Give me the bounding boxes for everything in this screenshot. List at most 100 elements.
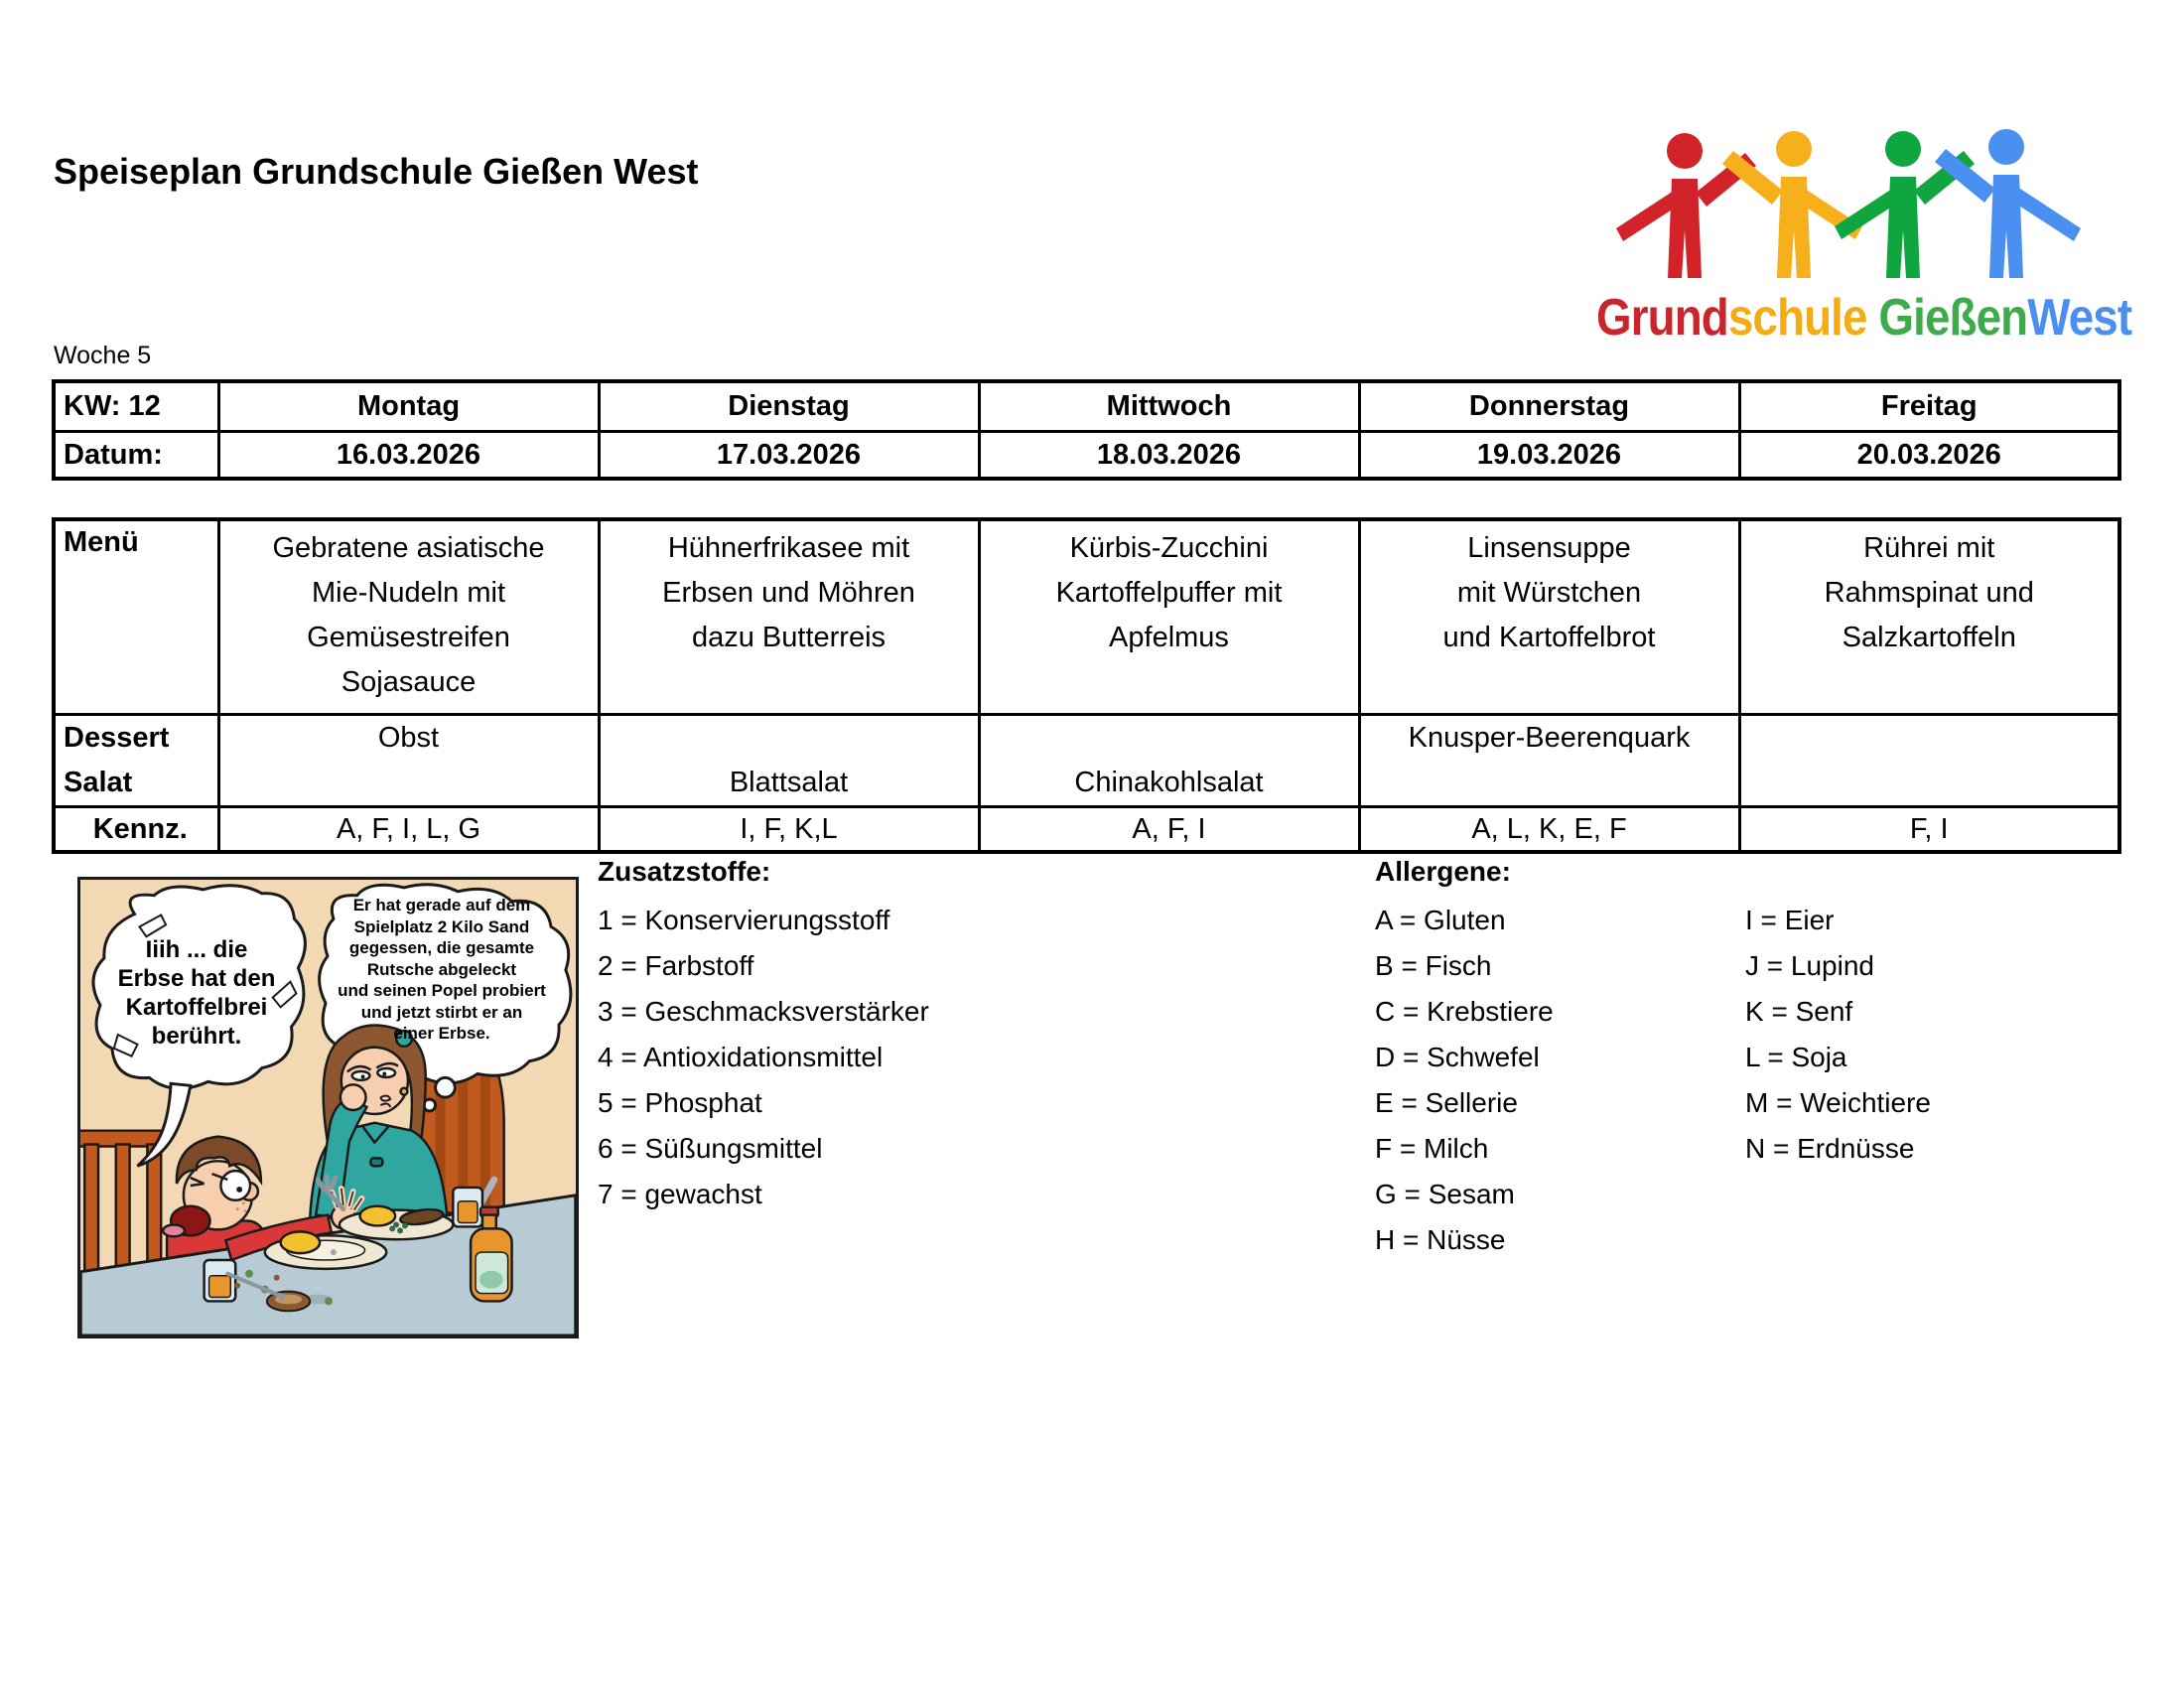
salad-montag bbox=[221, 761, 596, 804]
salad-label: Salat bbox=[64, 767, 133, 798]
thought-bubble-text: Er hat gerade auf dem Spielplatz 2 Kilo … bbox=[338, 896, 546, 1043]
boy-tongue bbox=[161, 1223, 187, 1238]
kennz-dienstag: I, F, K,L bbox=[597, 805, 981, 854]
additive-item: 5 = Phosphat bbox=[598, 1087, 762, 1118]
table-crumbs bbox=[225, 1269, 333, 1313]
mother-hand bbox=[339, 1083, 367, 1112]
dessert-donnerstag: Knusper-Beerenquark bbox=[1408, 722, 1691, 754]
speech-bubble bbox=[91, 884, 307, 1168]
menu-row: Menü Gebratene asiatische Mie-Nudeln mit… bbox=[52, 517, 2121, 716]
allergen-item: B = Fisch bbox=[1375, 950, 1492, 981]
additive-item: 2 = Farbstoff bbox=[598, 950, 754, 981]
dessert-freitag bbox=[1742, 718, 2116, 762]
speech-bubble-text: Iiih ... die Erbse hat den Kartoffelbrei… bbox=[117, 936, 276, 1050]
dessert-salad-donnerstag: Knusper-Beerenquark bbox=[1357, 713, 1741, 808]
dessert-montag: Obst bbox=[377, 722, 440, 754]
date-mittwoch: 18.03.2026 bbox=[977, 430, 1361, 481]
day-header-freitag: Freitag bbox=[1737, 379, 2121, 433]
kw-label-cell: KW: 12 bbox=[52, 379, 220, 433]
logo-word-schule: schule bbox=[1727, 289, 1879, 347]
allergens-list-2: I = Eier J = Lupind K = Senf L = Soja M … bbox=[1745, 898, 1931, 1172]
datum-label-cell: Datum: bbox=[52, 430, 220, 481]
kennz-label-cell: Kennz. bbox=[52, 805, 220, 854]
allergen-item: D = Schwefel bbox=[1375, 1042, 1540, 1072]
salad-dienstag: Blattsalat bbox=[729, 767, 849, 798]
menu-dienstag: Hühnerfrikasee mit Erbsen und Möhren daz… bbox=[597, 517, 981, 716]
menu-montag: Gebratene asiatische Mie-Nudeln mit Gemü… bbox=[216, 517, 601, 716]
allergen-item: N = Erdnüsse bbox=[1745, 1133, 1915, 1164]
potato-blob bbox=[358, 1204, 397, 1227]
logo-word-west: West bbox=[2027, 289, 2132, 347]
date-dienstag: 17.03.2026 bbox=[597, 430, 981, 481]
juice-bottle bbox=[469, 1205, 513, 1303]
logo-word-grund: Grund bbox=[1596, 289, 1729, 347]
boy-glass bbox=[203, 1258, 237, 1303]
menu-label-cell: Menü bbox=[52, 517, 220, 716]
date-row: Datum: 16.03.2026 17.03.2026 18.03.2026 … bbox=[52, 430, 2121, 481]
dessert-mittwoch bbox=[982, 718, 1356, 762]
dessert-salad-mittwoch: Chinakohlsalat bbox=[977, 713, 1361, 808]
logo-word-giessen: Gießen bbox=[1878, 289, 2028, 347]
allergen-item: L = Soja bbox=[1745, 1042, 1847, 1072]
additive-item: 3 = Geschmacksverstärker bbox=[598, 996, 929, 1027]
kennz-mittwoch: A, F, I bbox=[977, 805, 1361, 854]
allergen-item: K = Senf bbox=[1745, 996, 1853, 1027]
allergen-item: F = Milch bbox=[1375, 1133, 1489, 1164]
dessert-salad-label-cell: Dessert Salat bbox=[52, 713, 220, 808]
week-header-row: KW: 12 Montag Dienstag Mittwoch Donnerst… bbox=[52, 379, 2121, 433]
mother-plate bbox=[338, 1204, 455, 1241]
kennzeichnung-row: Kennz. A, F, I, L, G I, F, K,L A, F, I A… bbox=[52, 805, 2121, 854]
additive-item: 6 = Süßungsmittel bbox=[598, 1133, 823, 1164]
salad-freitag bbox=[1742, 761, 2116, 804]
dessert-salad-freitag bbox=[1737, 713, 2121, 808]
week-date-table: KW: 12 Montag Dienstag Mittwoch Donnerst… bbox=[52, 379, 2121, 481]
potato-blob bbox=[279, 1230, 322, 1255]
boy-hair bbox=[175, 1135, 263, 1187]
additive-item: 1 = Konservierungsstoff bbox=[598, 905, 890, 935]
allergen-item: J = Lupind bbox=[1745, 950, 1874, 981]
allergen-item: H = Nüsse bbox=[1375, 1224, 1506, 1255]
week-label: Woche 5 bbox=[54, 342, 152, 369]
allergen-item: E = Sellerie bbox=[1375, 1087, 1518, 1118]
date-donnerstag: 19.03.2026 bbox=[1357, 430, 1741, 481]
allergen-item: M = Weichtiere bbox=[1745, 1087, 1931, 1118]
salad-mittwoch: Chinakohlsalat bbox=[1074, 767, 1264, 798]
day-header-donnerstag: Donnerstag bbox=[1357, 379, 1741, 433]
allergen-item: G = Sesam bbox=[1375, 1179, 1515, 1209]
kennz-donnerstag: A, L, K, E, F bbox=[1357, 805, 1741, 854]
allergen-item: A = Gluten bbox=[1375, 905, 1506, 935]
sausage bbox=[399, 1207, 445, 1226]
logo-figures-icon bbox=[1616, 129, 2081, 278]
logo-wordmark: Grundschule GießenWest bbox=[1596, 288, 2132, 348]
dessert-dienstag bbox=[602, 718, 976, 762]
allergen-item: I = Eier bbox=[1745, 905, 1835, 935]
menu-mittwoch: Kürbis-Zucchini Kartoffelpuffer mit Apfe… bbox=[977, 517, 1361, 716]
page-title: Speiseplan Grundschule Gießen West bbox=[54, 151, 699, 192]
cartoon-illustration bbox=[80, 880, 576, 1336]
menu-freitag: Rührei mit Rahmspinat und Salzkartoffeln bbox=[1737, 517, 2121, 716]
school-logo: Grundschule GießenWest bbox=[1588, 127, 2132, 348]
allergens-list-1: Allergene: A = Gluten B = Fisch C = Kreb… bbox=[1375, 852, 1554, 1263]
boy-plate bbox=[263, 1230, 388, 1271]
kennz-montag: A, F, I, L, G bbox=[216, 805, 601, 854]
hair-scrunchie bbox=[394, 1029, 414, 1049]
dessert-salad-row: Dessert Salat Obst Blattsalat Chinakohls… bbox=[52, 713, 2121, 808]
logo-figure-yellow bbox=[1722, 131, 1862, 278]
allergens-title: Allergene: bbox=[1375, 856, 1511, 887]
kennz-freitag: F, I bbox=[1737, 805, 2121, 854]
logo-figure-green bbox=[1835, 131, 1975, 278]
cartoon-panel: Iiih ... die Erbse hat den Kartoffelbrei… bbox=[77, 877, 579, 1338]
menu-donnerstag: Linsensuppe mit Würstchen und Kartoffelb… bbox=[1357, 517, 1741, 716]
additive-item: 7 = gewachst bbox=[598, 1179, 762, 1209]
dessert-salad-dienstag: Blattsalat bbox=[597, 713, 981, 808]
date-montag: 16.03.2026 bbox=[216, 430, 601, 481]
date-freitag: 20.03.2026 bbox=[1737, 430, 2121, 481]
dessert-salad-montag: Obst bbox=[216, 713, 601, 808]
fork bbox=[315, 1174, 346, 1212]
day-header-dienstag: Dienstag bbox=[597, 379, 981, 433]
menu-table: Menü Gebratene asiatische Mie-Nudeln mit… bbox=[52, 517, 2121, 854]
logo-figure-blue bbox=[1935, 129, 2081, 278]
additives-list: Zusatzstoffe: 1 = Konservierungsstoff 2 … bbox=[598, 852, 929, 1217]
earring bbox=[399, 1086, 409, 1096]
